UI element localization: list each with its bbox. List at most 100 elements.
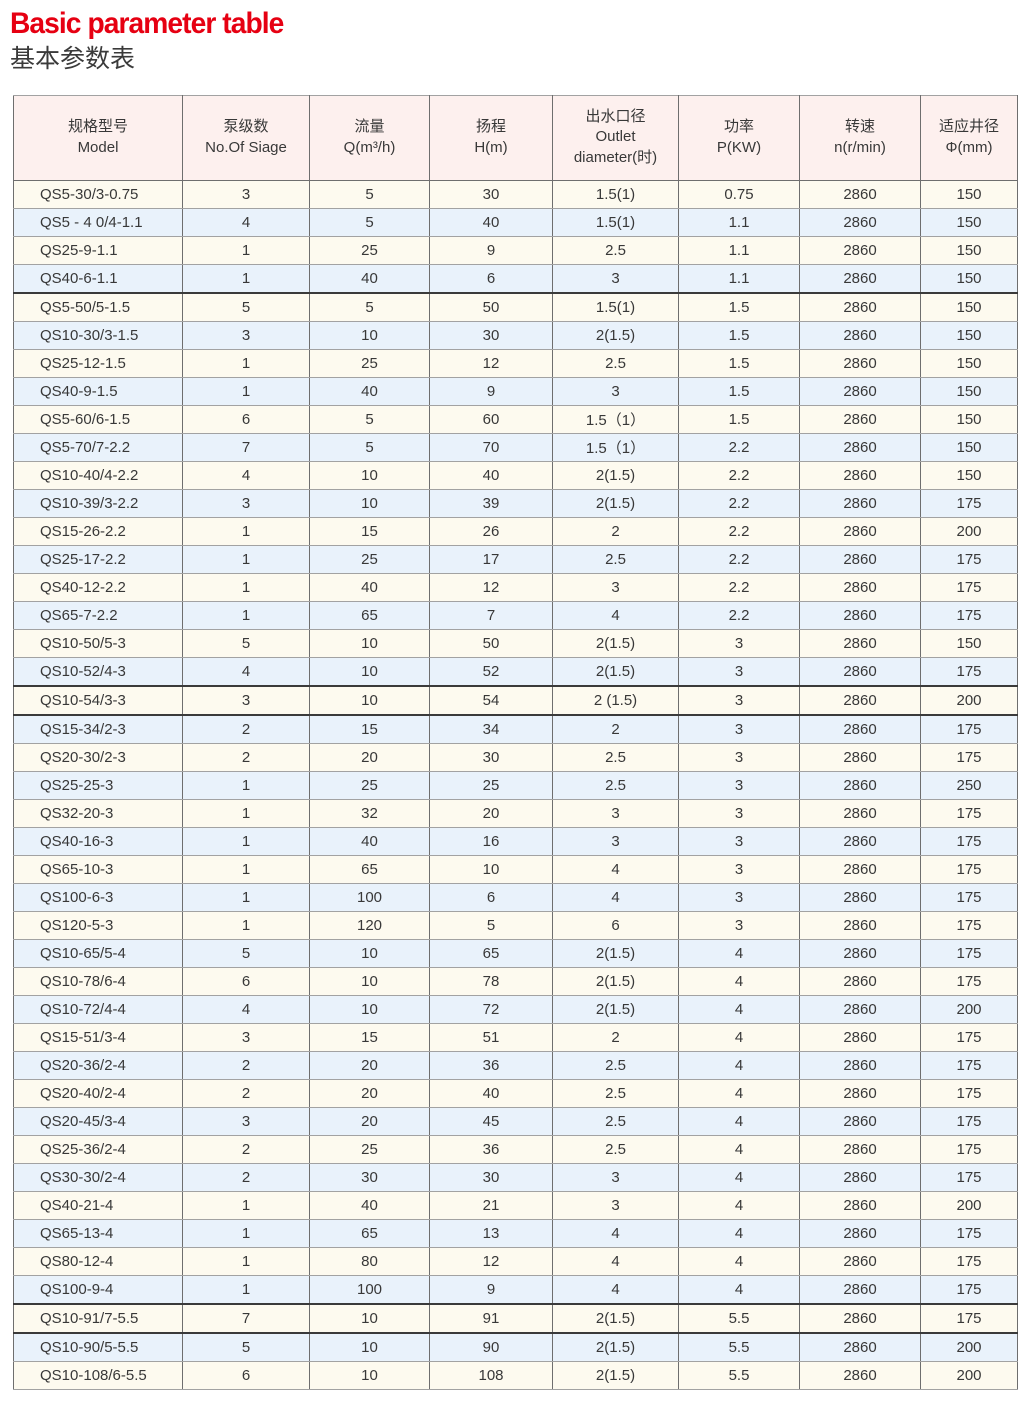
table-row: QS10-65/5-4 5 10 65 2(1.5) 4 2860 175 <box>13 938 1018 968</box>
cell-head: 40 <box>429 1078 553 1108</box>
cell-model: QS30-30/2-4 <box>13 1162 183 1192</box>
cell-head: 16 <box>429 826 553 856</box>
cell-flow: 100 <box>309 882 430 912</box>
cell-head: 9 <box>429 235 553 265</box>
cell-speed: 2860 <box>799 600 921 630</box>
cell-outlet: 3 <box>552 572 679 602</box>
cell-outlet: 2.5 <box>552 770 679 800</box>
table-row: QS80-12-4 1 80 12 4 4 2860 175 <box>13 1246 1018 1276</box>
cell-power: 5.5 <box>678 1332 800 1362</box>
cell-speed: 2860 <box>799 714 921 744</box>
column-header-well-diameter-zh: 适应井径 <box>938 118 999 136</box>
cell-model: QS32-20-3 <box>13 798 183 828</box>
cell-stages: 1 <box>182 544 310 574</box>
cell-speed: 2860 <box>799 348 921 378</box>
table-row: QS5-30/3-0.75 3 5 30 1.5(1) 0.75 2860 15… <box>13 179 1018 209</box>
column-header-speed-zh: 转速 <box>844 118 875 136</box>
cell-head: 52 <box>429 656 553 686</box>
column-header-model-zh: 规格型号 <box>67 118 128 136</box>
table-row: QS20-45/3-4 3 20 45 2.5 4 2860 175 <box>13 1106 1018 1136</box>
cell-head: 34 <box>429 714 553 744</box>
cell-speed: 2860 <box>799 770 921 800</box>
cell-speed: 2860 <box>799 1050 921 1080</box>
cell-well-diameter: 175 <box>920 1022 1018 1052</box>
cell-well-diameter: 200 <box>920 684 1018 716</box>
cell-well-diameter: 150 <box>920 207 1018 237</box>
cell-stages: 1 <box>182 770 310 800</box>
cell-well-diameter: 175 <box>920 1218 1018 1248</box>
cell-head: 90 <box>429 1332 553 1362</box>
cell-speed: 2860 <box>799 1246 921 1276</box>
cell-outlet: 3 <box>552 826 679 856</box>
cell-model: QS10-50/5-3 <box>13 628 183 658</box>
cell-head: 30 <box>429 320 553 350</box>
cell-outlet: 2(1.5) <box>552 656 679 686</box>
cell-outlet: 4 <box>552 854 679 884</box>
cell-well-diameter: 175 <box>920 1134 1018 1164</box>
cell-well-diameter: 175 <box>920 488 1018 518</box>
cell-well-diameter: 150 <box>920 628 1018 658</box>
cell-flow: 65 <box>309 1218 430 1248</box>
cell-model: QS40-9-1.5 <box>13 376 183 406</box>
cell-head: 72 <box>429 994 553 1024</box>
column-header-model: 规格型号 Model <box>13 94 183 181</box>
cell-well-diameter: 200 <box>920 994 1018 1024</box>
page-subtitle: 基本参数表 <box>10 44 136 73</box>
cell-flow: 40 <box>309 376 430 406</box>
cell-well-diameter: 175 <box>920 572 1018 602</box>
cell-speed: 2860 <box>799 207 921 237</box>
cell-head: 17 <box>429 544 553 574</box>
cell-head: 50 <box>429 291 553 322</box>
column-header-head-en: H(m) <box>474 138 508 156</box>
cell-outlet: 2.5 <box>552 348 679 378</box>
cell-well-diameter: 175 <box>920 714 1018 744</box>
cell-power: 4 <box>678 1106 800 1136</box>
cell-flow: 25 <box>309 348 430 378</box>
cell-model: QS25-25-3 <box>13 770 183 800</box>
column-header-stages-zh: 泵级数 <box>223 118 269 136</box>
cell-stages: 3 <box>182 684 310 716</box>
cell-outlet: 2(1.5) <box>552 994 679 1024</box>
cell-power: 2.2 <box>678 432 800 462</box>
cell-power: 4 <box>678 1078 800 1108</box>
column-header-outlet-en: Outlet diameter(时) <box>573 128 658 166</box>
cell-speed: 2860 <box>799 966 921 996</box>
cell-stages: 1 <box>182 376 310 406</box>
cell-stages: 2 <box>182 1162 310 1192</box>
parameter-table: 规格型号 Model 泵级数 No.Of Siage 流量 Q(m³/h) 扬程… <box>13 94 1018 1390</box>
cell-head: 5 <box>429 910 553 940</box>
cell-speed: 2860 <box>799 1218 921 1248</box>
cell-power: 2.2 <box>678 544 800 574</box>
cell-stages: 5 <box>182 628 310 658</box>
column-header-outlet-zh: 出水口径 <box>585 108 646 126</box>
cell-outlet: 3 <box>552 798 679 828</box>
cell-stages: 6 <box>182 966 310 996</box>
cell-model: QS20-30/2-3 <box>13 742 183 772</box>
cell-stages: 4 <box>182 460 310 490</box>
table-row: QS32-20-3 1 32 20 3 3 2860 175 <box>13 798 1018 828</box>
cell-flow: 10 <box>309 1332 430 1362</box>
table-row: QS10-108/6-5.5 6 10 108 2(1.5) 5.5 2860 … <box>13 1360 1018 1390</box>
cell-model: QS25-17-2.2 <box>13 544 183 574</box>
cell-outlet: 2(1.5) <box>552 1302 679 1334</box>
cell-model: QS10-78/6-4 <box>13 966 183 996</box>
cell-model: QS10-65/5-4 <box>13 938 183 968</box>
cell-outlet: 2 <box>552 516 679 546</box>
cell-flow: 65 <box>309 854 430 884</box>
cell-speed: 2860 <box>799 179 921 209</box>
cell-head: 70 <box>429 432 553 462</box>
cell-speed: 2860 <box>799 1190 921 1220</box>
cell-power: 2.2 <box>678 460 800 490</box>
cell-speed: 2860 <box>799 994 921 1024</box>
cell-model: QS10-91/7-5.5 <box>13 1302 183 1334</box>
cell-well-diameter: 175 <box>920 854 1018 884</box>
cell-flow: 80 <box>309 1246 430 1276</box>
cell-power: 3 <box>678 882 800 912</box>
cell-power: 4 <box>678 1050 800 1080</box>
cell-power: 0.75 <box>678 179 800 209</box>
cell-speed: 2860 <box>799 826 921 856</box>
cell-outlet: 2.5 <box>552 1106 679 1136</box>
cell-power: 1.5 <box>678 291 800 322</box>
cell-well-diameter: 175 <box>920 1274 1018 1304</box>
cell-outlet: 1.5（1） <box>552 432 679 462</box>
